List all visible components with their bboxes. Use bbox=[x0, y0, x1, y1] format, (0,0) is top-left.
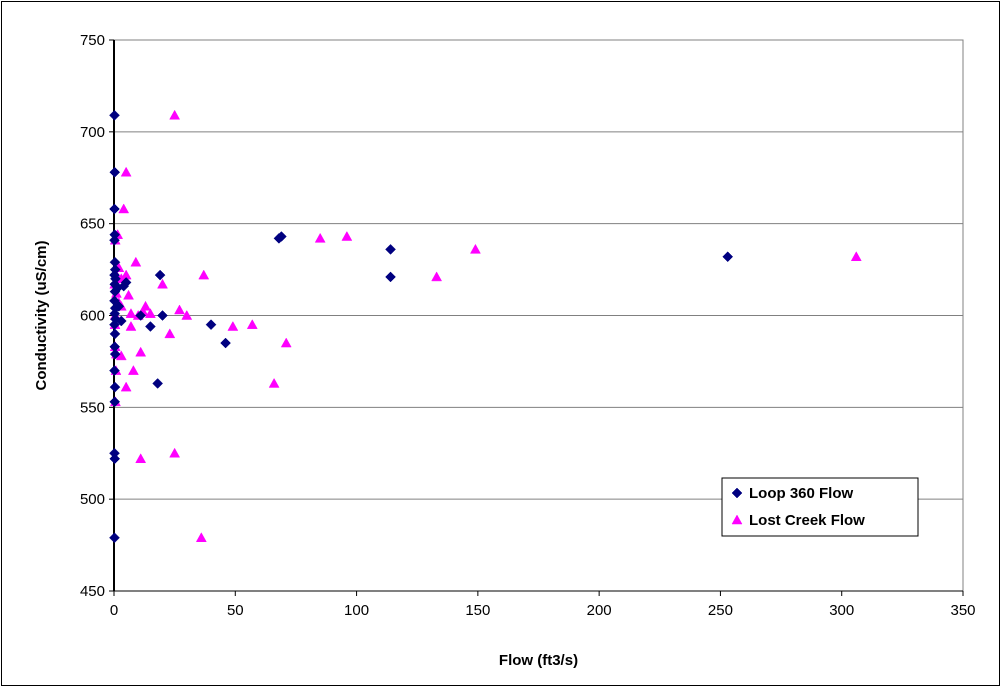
lost-creek-point bbox=[280, 337, 292, 348]
loop-360-point bbox=[157, 310, 168, 321]
lost-creek-point bbox=[140, 300, 151, 311]
legend-marker-loop-360 bbox=[731, 487, 743, 499]
lost-creek-point bbox=[125, 321, 137, 331]
legend-label-lost-creek: Lost Creek Flow bbox=[749, 512, 865, 529]
loop-360-point bbox=[109, 328, 121, 340]
x-tick-label: 100 bbox=[344, 602, 369, 619]
legend: Loop 360 Flow Lost Creek Flow bbox=[721, 477, 919, 537]
lost-creek-point bbox=[125, 308, 137, 318]
y-tick-label: 500 bbox=[80, 491, 105, 508]
x-tick-label: 0 bbox=[110, 602, 118, 619]
x-tick-label: 300 bbox=[829, 602, 854, 619]
y-tick-label: 700 bbox=[80, 124, 105, 141]
loop-360-point bbox=[145, 321, 156, 332]
loop-360-point bbox=[109, 109, 120, 121]
legend-triangle-marker bbox=[731, 514, 743, 525]
loop-360-point bbox=[109, 234, 120, 246]
loop-360-point bbox=[385, 271, 396, 283]
loop-360-point bbox=[109, 453, 121, 465]
lost-creek-point bbox=[130, 256, 142, 267]
lost-creek-point bbox=[127, 365, 139, 375]
series-loop-360 bbox=[109, 109, 734, 544]
loop-360-point bbox=[118, 280, 130, 292]
loop-360-point bbox=[135, 310, 147, 321]
lost-creek-point bbox=[118, 203, 130, 214]
x-tick-label: 150 bbox=[465, 602, 490, 619]
loop-360-point bbox=[109, 348, 121, 360]
lost-creek-point bbox=[314, 232, 326, 243]
lost-creek-point bbox=[227, 321, 239, 331]
legend-marker-lost-creek bbox=[731, 514, 743, 525]
loop-360-point bbox=[109, 166, 121, 178]
lost-creek-point bbox=[850, 251, 862, 261]
lost-creek-point bbox=[181, 309, 193, 320]
lost-creek-point bbox=[144, 308, 156, 318]
loop-360-point bbox=[109, 532, 120, 544]
lost-creek-point bbox=[169, 447, 181, 458]
y-tick-label: 600 bbox=[80, 308, 105, 325]
data-points bbox=[109, 109, 862, 544]
lost-creek-point bbox=[198, 269, 210, 280]
lost-creek-point bbox=[341, 231, 353, 241]
loop-360-point bbox=[109, 203, 120, 215]
loop-360-point bbox=[722, 251, 734, 263]
series-lost-creek bbox=[109, 109, 862, 542]
lost-creek-point bbox=[431, 271, 443, 282]
lost-creek-point bbox=[195, 532, 207, 542]
lost-creek-point bbox=[135, 346, 147, 357]
lost-creek-point bbox=[123, 289, 134, 300]
y-tick-label: 650 bbox=[80, 216, 105, 233]
loop-360-point bbox=[154, 269, 166, 281]
loop-360-point bbox=[205, 319, 217, 331]
lost-creek-point bbox=[164, 328, 176, 339]
lost-creek-point bbox=[120, 381, 132, 392]
lost-creek-point bbox=[246, 319, 258, 329]
loop-360-point bbox=[109, 365, 120, 376]
loop-360-point bbox=[276, 231, 287, 242]
loop-360-point bbox=[115, 315, 127, 327]
lost-creek-point bbox=[174, 304, 185, 315]
lost-creek-point bbox=[157, 278, 168, 289]
y-tick-label: 750 bbox=[80, 32, 105, 49]
loop-360-point bbox=[152, 378, 164, 389]
y-tick-label: 450 bbox=[80, 583, 105, 600]
x-axis-title: Flow (ft3/s) bbox=[499, 652, 578, 669]
legend-box bbox=[721, 477, 919, 537]
lost-creek-point bbox=[120, 166, 132, 177]
loop-360-point bbox=[113, 300, 125, 312]
x-tick-label: 50 bbox=[227, 602, 244, 619]
loop-360-point bbox=[385, 244, 396, 255]
legend-diamond-marker bbox=[731, 487, 743, 499]
lost-creek-point bbox=[470, 243, 481, 254]
y-tick-label: 550 bbox=[80, 399, 105, 416]
lost-creek-point bbox=[268, 377, 280, 388]
lost-creek-point bbox=[135, 453, 147, 464]
lost-creek-point bbox=[169, 109, 181, 120]
x-tick-label: 350 bbox=[950, 602, 975, 619]
loop-360-point bbox=[109, 396, 121, 408]
x-tick-label: 200 bbox=[587, 602, 612, 619]
loop-360-point bbox=[109, 381, 121, 393]
loop-360-point bbox=[220, 337, 231, 349]
x-tick-label: 250 bbox=[708, 602, 733, 619]
legend-label-loop-360: Loop 360 Flow bbox=[749, 485, 854, 502]
y-axis-title: Conductivity (uS/cm) bbox=[33, 240, 50, 390]
